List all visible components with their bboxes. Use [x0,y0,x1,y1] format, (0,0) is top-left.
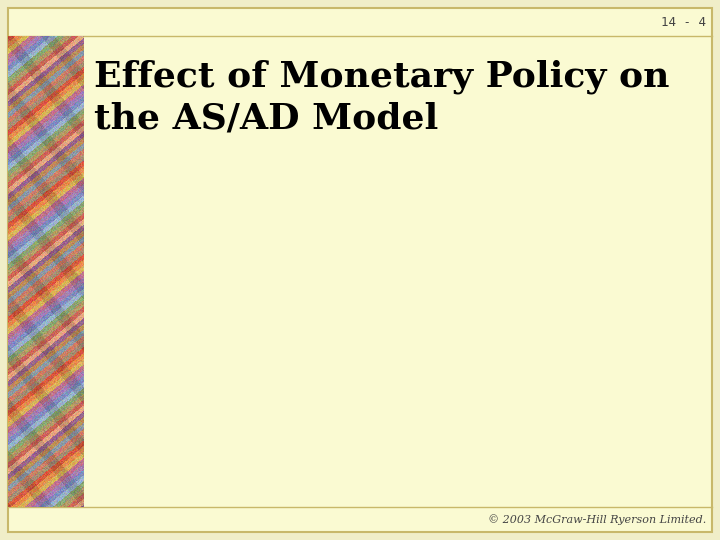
Text: Effect of Monetary Policy on
the AS/AD Model: Effect of Monetary Policy on the AS/AD M… [94,60,670,135]
Text: 14 - 4: 14 - 4 [661,16,706,29]
Text: © 2003 McGraw-Hill Ryerson Limited.: © 2003 McGraw-Hill Ryerson Limited. [487,515,706,525]
